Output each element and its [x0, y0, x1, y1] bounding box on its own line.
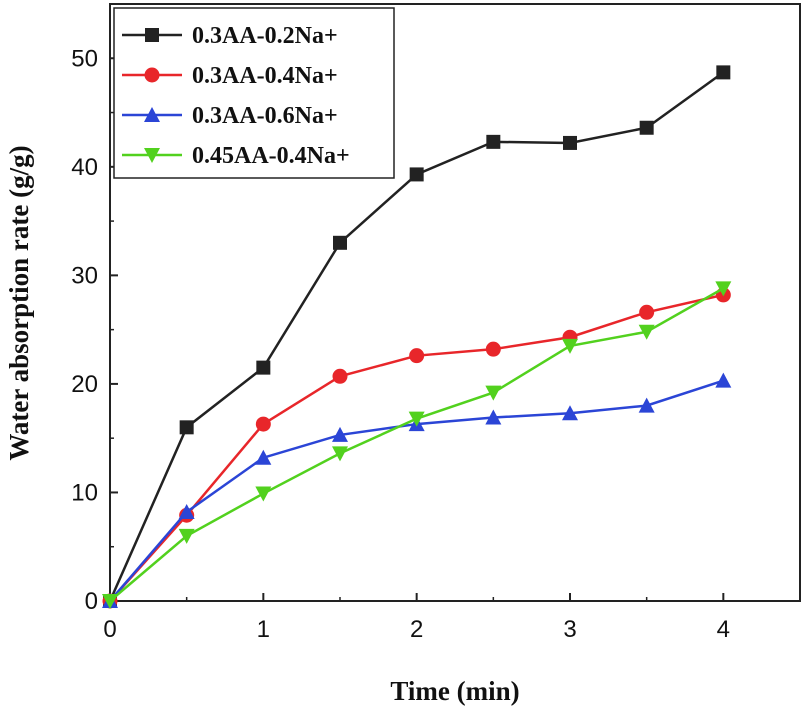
x-tick-label: 2: [410, 616, 423, 643]
data-point: [638, 324, 655, 340]
data-point: [102, 594, 118, 609]
data-point: [486, 134, 501, 149]
legend-item: 0.3AA-0.6Na+: [122, 103, 338, 129]
x-tick-label: 3: [563, 616, 576, 643]
data-point: [716, 65, 731, 80]
data-point: [255, 449, 272, 465]
data-point: [332, 426, 348, 442]
data-point: [639, 120, 654, 135]
data-point: [485, 385, 502, 401]
data-point: [256, 360, 271, 375]
data-point: [409, 167, 424, 182]
x-tick-label: 1: [257, 616, 270, 643]
data-point: [562, 405, 578, 421]
y-tick-label: 0: [85, 588, 98, 615]
legend-box: [113, 7, 395, 179]
x-axis: 0 1 2 3 4: [103, 593, 730, 643]
y-axis-title: Water absorption rate (g/g): [4, 145, 34, 460]
legend: 0.3AA-0.2Na+ 0.3AA-0.4Na+ 0.3AA-0.6Na+ 0.45…: [113, 7, 395, 179]
y-tick-label: 10: [71, 479, 98, 506]
legend-item: 0.3AA-0.4Na+: [122, 63, 338, 89]
data-point: [178, 528, 195, 544]
legend-marker: [145, 28, 159, 42]
legend-item: 0.3AA-0.2Na+: [122, 23, 338, 49]
x-tick-label: 0: [103, 616, 116, 643]
data-point: [562, 338, 578, 354]
legend-label: 0.3AA-0.4Na+: [192, 63, 338, 89]
y-tick-label: 40: [71, 154, 98, 181]
series-3: [102, 372, 732, 608]
legend-label: 0.3AA-0.6Na+: [192, 103, 338, 129]
series-line: [109, 293, 724, 602]
series-2: [102, 287, 731, 609]
data-point: [255, 416, 271, 432]
data-point: [485, 341, 501, 357]
x-tick-label: 4: [717, 616, 730, 643]
legend-item: 0.45AA-0.4Na+: [122, 143, 350, 169]
data-point: [715, 372, 732, 388]
data-point: [332, 368, 348, 384]
data-point: [715, 281, 732, 297]
series-line: [109, 287, 724, 602]
data-point: [255, 486, 272, 502]
x-axis-title: Time (min): [390, 676, 519, 706]
data-point: [332, 446, 348, 462]
data-point: [333, 235, 347, 250]
plot-frame: [109, 3, 801, 602]
data-point: [408, 411, 425, 427]
y-tick-label: 50: [71, 45, 98, 72]
data-point: [638, 397, 655, 413]
series-4: [102, 281, 732, 609]
legend-marker: [144, 148, 160, 163]
legend-label: 0.3AA-0.2Na+: [192, 23, 338, 49]
legend-label: 0.45AA-0.4Na+: [192, 143, 350, 169]
data-point: [178, 503, 195, 519]
series-1: [103, 65, 731, 608]
data-point: [409, 348, 425, 364]
y-tick-label: 30: [71, 262, 98, 289]
y-tick-label: 20: [71, 371, 98, 398]
legend-marker: [144, 107, 160, 122]
data-point: [563, 135, 577, 150]
data-point: [179, 420, 194, 435]
series-layer: [102, 65, 732, 609]
data-point: [639, 304, 655, 320]
legend-marker: [144, 67, 160, 83]
data-point: [485, 409, 502, 425]
